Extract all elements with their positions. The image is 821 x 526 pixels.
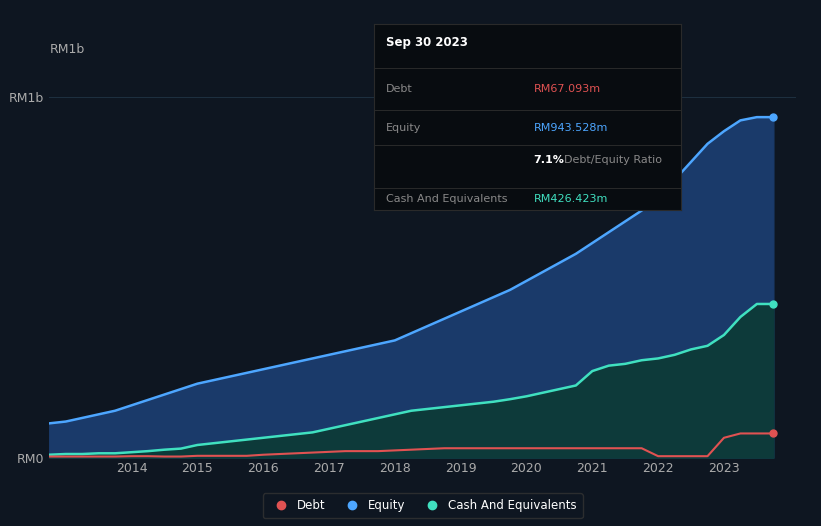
Text: RM67.093m: RM67.093m <box>534 84 601 94</box>
Text: RM943.528m: RM943.528m <box>534 123 608 133</box>
Text: 7.1%: 7.1% <box>534 155 565 165</box>
Legend: Debt, Equity, Cash And Equivalents: Debt, Equity, Cash And Equivalents <box>263 493 583 518</box>
Text: Debt/Equity Ratio: Debt/Equity Ratio <box>565 155 663 165</box>
Text: RM1b: RM1b <box>49 43 85 56</box>
Text: Equity: Equity <box>386 123 421 133</box>
Text: Debt: Debt <box>386 84 413 94</box>
Text: Sep 30 2023: Sep 30 2023 <box>386 36 468 49</box>
Text: RM426.423m: RM426.423m <box>534 194 608 204</box>
Text: Cash And Equivalents: Cash And Equivalents <box>386 194 507 204</box>
